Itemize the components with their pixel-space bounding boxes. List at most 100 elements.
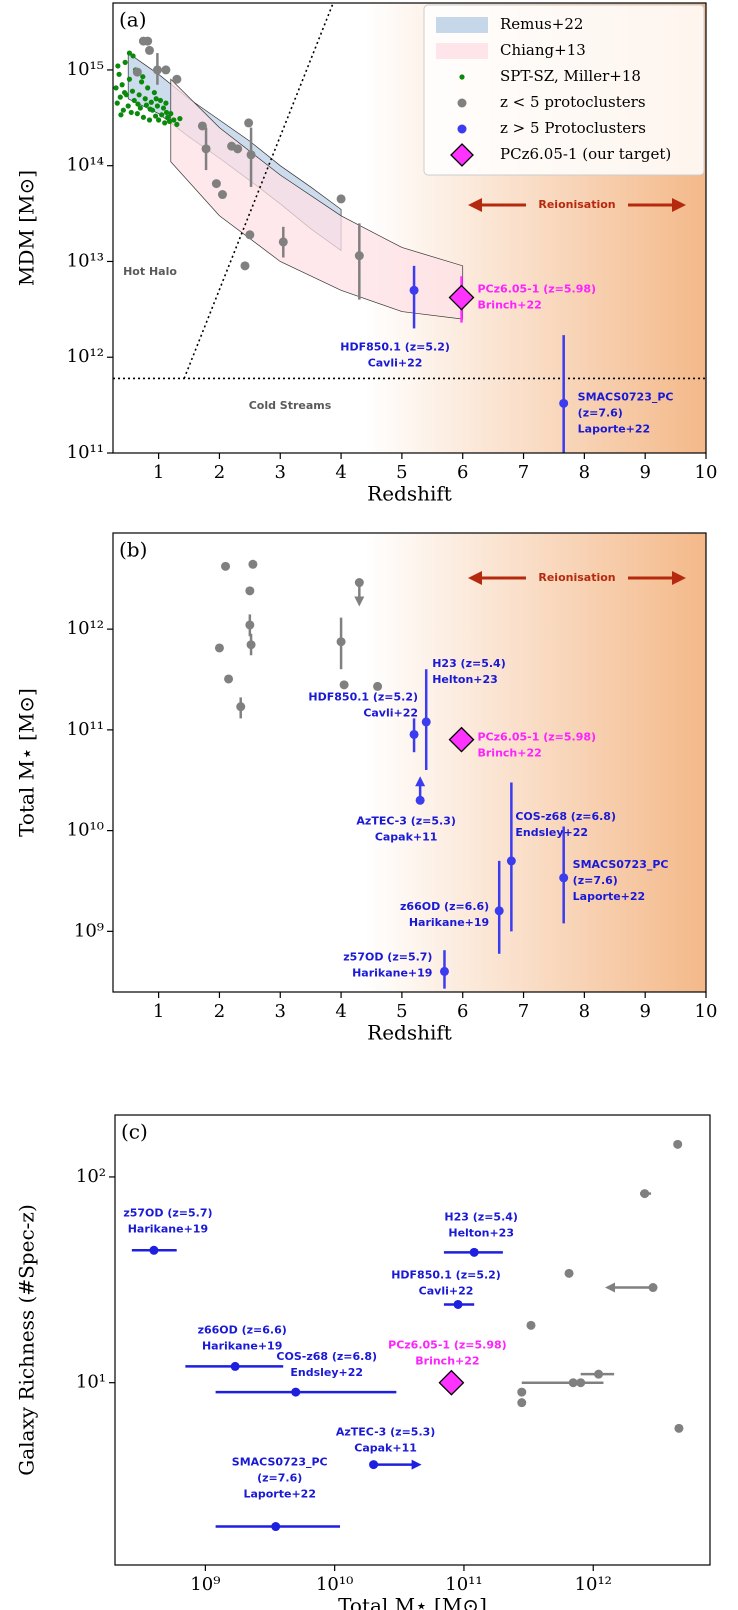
marker [409, 729, 419, 739]
point-label: PCz6.05-1 (z=5.98) [478, 731, 597, 744]
marker [162, 120, 168, 126]
point-label: Capak+11 [375, 830, 438, 843]
point-label: Endsley+22 [290, 1366, 363, 1379]
panel-label: (b) [119, 538, 147, 562]
marker [271, 1522, 281, 1532]
point-label: (z=7.6) [578, 406, 623, 419]
marker [673, 1139, 683, 1149]
point-label: Helton+23 [448, 1226, 514, 1239]
arrow-head [672, 198, 686, 212]
marker [336, 194, 346, 204]
x-tick-label: 1 [153, 1001, 164, 1022]
point-label: HDF850.1 (z=5.2) [340, 340, 450, 353]
y-tick-label: 10¹¹ [67, 442, 104, 463]
point-label: Cavli+22 [363, 706, 418, 719]
marker [506, 856, 516, 866]
y-axis-label: Total M⋆ [M⊙] [15, 688, 39, 837]
marker [130, 53, 136, 59]
y-tick-label: 10² [76, 1166, 106, 1187]
x-tick-label: 2 [214, 1001, 225, 1022]
marker [240, 261, 250, 271]
marker [114, 100, 120, 106]
region-note: Cold Streams [249, 399, 332, 412]
point-label: HDF850.1 (z=5.2) [308, 690, 418, 703]
marker [174, 121, 180, 127]
marker [138, 79, 145, 85]
y-tick-label: 10¹⁴ [67, 155, 104, 176]
marker [117, 94, 123, 100]
arrow-head [468, 571, 482, 585]
marker [224, 674, 234, 684]
x-tick-label: 10 [695, 1001, 718, 1022]
marker [369, 1460, 379, 1470]
limit-arrow-head [411, 1459, 422, 1470]
x-tick-label: 6 [457, 1001, 468, 1022]
marker [214, 643, 224, 653]
point-label: HDF850.1 (z=5.2) [391, 1268, 501, 1281]
marker [245, 620, 255, 630]
marker [129, 88, 136, 94]
x-tick-label: 10¹⁰ [316, 1574, 353, 1595]
marker [154, 103, 160, 109]
marker [453, 1299, 463, 1309]
marker [125, 103, 131, 109]
legend-label: z > 5 Protoclusters [500, 119, 646, 137]
marker [248, 559, 258, 569]
panel-label: (a) [119, 8, 147, 32]
marker [156, 117, 162, 123]
marker [135, 101, 141, 107]
point-label: Cavli+22 [368, 356, 423, 369]
arrow-head [672, 571, 686, 585]
marker [143, 102, 150, 108]
marker [217, 190, 227, 200]
point-label: Laporte+22 [573, 890, 646, 903]
marker [151, 89, 157, 96]
point-label: AzTEC-3 (z=5.3) [356, 814, 455, 827]
marker [236, 702, 246, 712]
x-tick-label: 3 [275, 1001, 286, 1022]
marker [146, 117, 153, 123]
marker [201, 144, 211, 154]
marker [211, 179, 221, 189]
marker [409, 285, 419, 295]
x-tick-label: 7 [518, 462, 529, 483]
plot-frame [112, 2, 707, 454]
legend-label: SPT-SZ, Miller+18 [500, 67, 641, 85]
marker [291, 1387, 301, 1397]
marker [564, 1268, 574, 1278]
marker [132, 67, 142, 77]
marker [140, 74, 146, 80]
point-label: SMACS0723_PC [578, 390, 674, 403]
x-tick-label: 3 [275, 462, 286, 483]
marker [172, 74, 182, 84]
marker [160, 105, 167, 111]
x-tick-label: 1 [153, 462, 164, 483]
marker [245, 230, 255, 240]
marker-diamond [448, 726, 475, 753]
marker [159, 112, 165, 118]
legend-swatch [436, 17, 488, 33]
point-label: Harikane+19 [202, 1339, 282, 1352]
marker [278, 237, 288, 247]
marker [136, 92, 142, 98]
point-label: H23 (z=5.4) [432, 657, 506, 670]
marker [373, 681, 383, 691]
point-label: z57OD (z=5.7) [123, 1206, 212, 1219]
x-tick-label: 7 [518, 1001, 529, 1022]
point-label: z57OD (z=5.7) [343, 950, 432, 963]
point-label: Harikane+19 [409, 916, 489, 929]
marker [152, 65, 162, 75]
marker [134, 110, 140, 117]
marker [128, 109, 134, 116]
marker [415, 795, 425, 805]
y-tick-label: 10¹³ [67, 250, 104, 271]
marker [147, 106, 153, 112]
point-label: PCz6.05-1 (z=5.98) [478, 283, 597, 296]
marker [142, 96, 148, 102]
legend-box [423, 4, 705, 176]
panel-label: (c) [121, 1120, 148, 1144]
marker [157, 97, 164, 104]
marker [143, 36, 153, 46]
marker [152, 113, 159, 119]
legend-swatch [457, 124, 467, 134]
